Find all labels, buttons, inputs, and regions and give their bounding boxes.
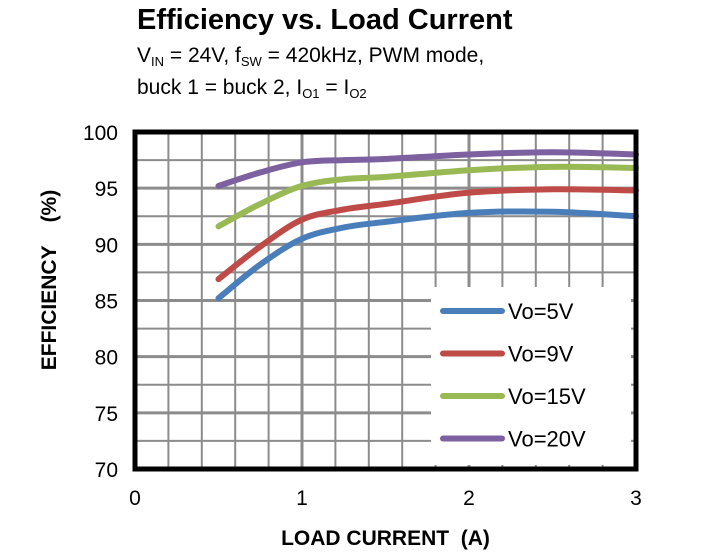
plot-border	[132, 129, 639, 472]
legend-label: Vo=5V	[508, 299, 574, 324]
x-tick-label: 0	[129, 487, 141, 510]
subtitle-text: V	[137, 44, 152, 67]
y-axis-label: EFFICIENCY (%)	[38, 190, 61, 370]
subtitle-subscript: IN	[151, 54, 165, 69]
x-axis-label: LOAD CURRENT (A)	[281, 527, 490, 550]
chart-subtitle-line1: VIN = 24V, fSW = 420kHz, PWM mode,	[137, 44, 484, 69]
subtitle-text: buck 1 = buck 2, I	[137, 76, 303, 99]
subtitle-text: = 420kHz, PWM mode,	[261, 44, 485, 67]
x-tick-label: 3	[630, 487, 642, 510]
series-line-vo15v	[215, 163, 639, 230]
subtitle-subscript: O1	[302, 86, 320, 101]
y-tick-label: 90	[95, 234, 118, 257]
subtitle-text: = I	[319, 76, 350, 99]
y-tick-label: 85	[95, 291, 118, 314]
chart-subtitle-line2: buck 1 = buck 2, IO1 = IO2	[137, 76, 367, 101]
subtitle-subscript: O2	[349, 86, 367, 101]
subtitle-text: = 24V, f	[164, 44, 241, 67]
chart-title: Efficiency vs. Load Current	[137, 4, 513, 36]
legend-label: Vo=9V	[508, 342, 574, 367]
legend-box	[431, 287, 631, 465]
legend-label: Vo=15V	[508, 384, 586, 409]
x-tick-label: 1	[296, 487, 308, 510]
x-tick-label: 2	[463, 487, 475, 510]
y-tick-label: 80	[95, 347, 118, 370]
y-tick-label: 95	[95, 178, 118, 201]
y-tick-label: 75	[95, 403, 118, 426]
subtitle-subscript: SW	[240, 54, 262, 69]
series-line-vo5v	[215, 208, 639, 302]
y-tick-label: 100	[83, 122, 118, 145]
legend-label: Vo=20V	[508, 427, 586, 452]
series-line-vo20v	[215, 149, 639, 189]
series-line-vo9v	[215, 186, 639, 283]
y-tick-label: 70	[95, 459, 118, 482]
